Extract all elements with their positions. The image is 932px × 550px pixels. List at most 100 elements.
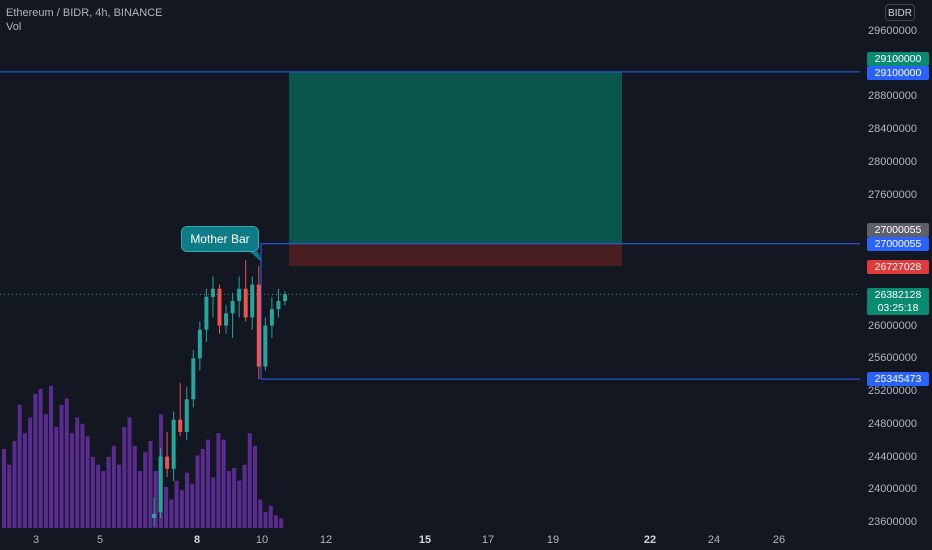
candle-body: [283, 294, 287, 302]
chart-canvas[interactable]: [0, 0, 860, 528]
volume-bar: [185, 472, 190, 528]
price-axis[interactable]: 29600000 28800000 28400000 28000000 27600000…: [860, 0, 932, 550]
time-tick: 22: [643, 534, 657, 546]
candle-body: [269, 309, 274, 326]
volume-bar: [33, 393, 38, 528]
volume-bar: [148, 441, 153, 528]
volume-bar: [59, 404, 64, 528]
volume-bar: [43, 414, 48, 528]
volume-bar: [216, 433, 221, 528]
volume-bar: [169, 499, 174, 528]
time-tick: 19: [546, 534, 560, 546]
current-price-label: 26382128: [867, 288, 929, 302]
time-tick: 8: [193, 534, 201, 546]
candle-body: [165, 456, 170, 469]
candle-body: [204, 296, 209, 330]
volume-bar: [2, 449, 6, 528]
target-zone: [289, 71, 622, 244]
time-tick: 26: [772, 534, 786, 546]
chart-area[interactable]: [0, 0, 860, 528]
volume-bar: [127, 417, 132, 528]
candle-body: [276, 301, 281, 310]
symbol-title[interactable]: Ethereum / BIDR, 4h, BINANCE: [6, 7, 163, 19]
price-tick: 28000000: [868, 155, 917, 168]
candle-body: [263, 325, 268, 367]
time-tick: 12: [319, 534, 333, 546]
volume-legend[interactable]: Vol: [6, 21, 22, 33]
countdown-label: 03:25:18: [867, 301, 929, 315]
volume-bar: [179, 490, 184, 528]
candle-body: [197, 329, 202, 359]
volume-bar: [195, 455, 200, 528]
time-tick: 17: [481, 534, 495, 546]
volume-bar: [263, 512, 268, 528]
volume-bar: [101, 471, 106, 528]
price-tick: 25200000: [868, 385, 917, 398]
time-tick: 15: [418, 534, 432, 546]
price-tick: 24800000: [868, 417, 917, 430]
price-tick: 26000000: [868, 319, 917, 332]
volume-bar: [242, 464, 247, 528]
time-tick: 24: [707, 534, 721, 546]
stop-zone: [289, 243, 622, 267]
volume-bar: [106, 456, 111, 528]
chart-legend: Ethereum / BIDR, 4h, BINANCE Vol: [6, 6, 163, 34]
low-blue-label: 25345473: [867, 372, 929, 386]
candle-body: [217, 288, 222, 326]
candle-body: [184, 399, 189, 432]
volume-bar: [96, 464, 101, 528]
price-tick: 29600000: [868, 25, 917, 37]
candle-body: [256, 284, 261, 367]
currency-button[interactable]: BIDR: [885, 4, 915, 21]
volume-bar: [205, 439, 210, 528]
price-tick: 23600000: [868, 516, 917, 528]
candle-body: [243, 288, 248, 318]
price-tick: 24400000: [868, 450, 917, 463]
volume-bar: [258, 499, 263, 528]
candle-body: [224, 313, 229, 326]
time-tick: 3: [32, 534, 40, 546]
volume-bar: [69, 433, 74, 528]
price-tick: 24000000: [868, 483, 917, 496]
volume-bar: [232, 467, 237, 528]
time-tick: 5: [96, 534, 104, 546]
volume-bar: [75, 417, 80, 528]
volume-bar: [111, 445, 116, 528]
volume-bar: [247, 433, 252, 528]
volume-bar: [132, 445, 137, 528]
volume-bar: [226, 471, 231, 528]
price-tick: 28400000: [868, 123, 917, 136]
volume-bar: [279, 518, 284, 528]
candle-body: [171, 419, 176, 469]
mother-bar-callout[interactable]: Mother Bar: [181, 226, 259, 252]
volume-bar: [253, 445, 258, 528]
volume-bar: [221, 439, 226, 528]
volume-bar: [200, 449, 205, 528]
volume-bar: [153, 471, 158, 528]
candle-body: [250, 284, 255, 318]
volume-bar: [122, 426, 127, 528]
volume-bar: [143, 452, 148, 528]
volume-bar: [17, 404, 22, 528]
candle-body: [230, 301, 235, 314]
candle-body: [178, 419, 183, 432]
volume-bar: [22, 433, 27, 528]
target-blue-label: 29100000: [867, 66, 929, 80]
volume-bar: [28, 417, 33, 528]
target-green-label: 29100000: [867, 52, 929, 66]
volume-bar: [12, 441, 17, 528]
volume-bar: [38, 388, 43, 528]
time-tick: 10: [255, 534, 269, 546]
volume-bar: [80, 423, 85, 528]
volume-bar: [211, 477, 216, 528]
candle-body: [237, 288, 242, 302]
volume-bar: [7, 464, 12, 528]
time-axis[interactable]: 3 5 8 10 12 15 17 19 22 24 26: [0, 528, 860, 550]
candle-body: [158, 456, 163, 513]
stop-red-label: 26727028: [867, 260, 929, 274]
candle-body: [152, 513, 156, 518]
volume-bar: [174, 480, 179, 528]
candle-body: [210, 288, 215, 297]
volume-bar: [190, 483, 195, 528]
volume-bar: [90, 456, 95, 528]
